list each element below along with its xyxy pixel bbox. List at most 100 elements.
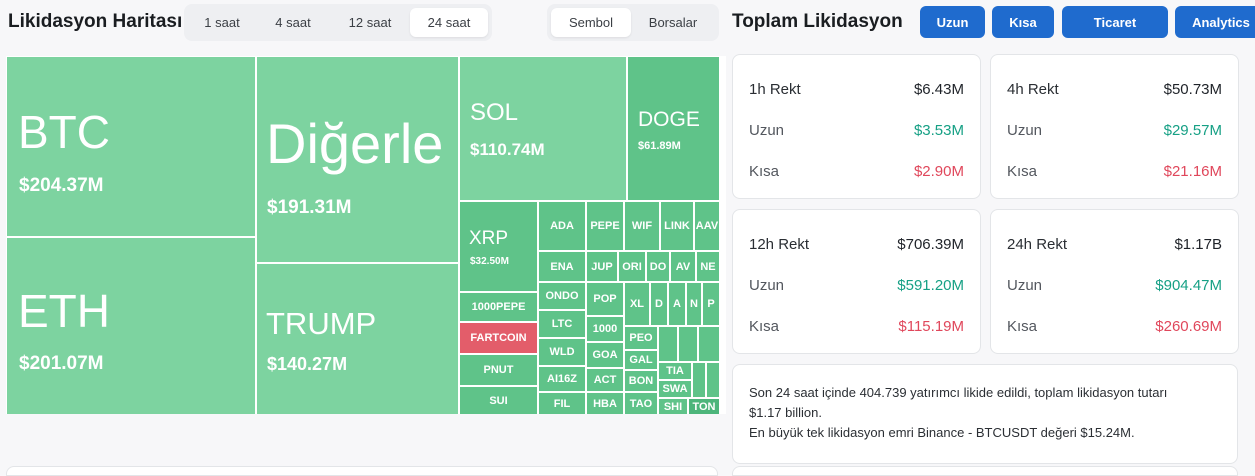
tile-symbol: N (690, 298, 698, 310)
tile-p[interactable]: P (702, 282, 720, 326)
tile-near[interactable]: NE (696, 251, 720, 282)
tile-symbol: SUI (489, 394, 508, 407)
analytics-button[interactable]: Analytics (1175, 6, 1255, 38)
tile-hbar[interactable]: HBA (586, 392, 624, 414)
card-label: 12h Rekt (749, 236, 810, 253)
tab-4h[interactable]: 4 saat (275, 15, 311, 30)
trade-button[interactable]: Ticaret (1062, 6, 1168, 38)
tile-sui[interactable]: SUI (459, 386, 538, 414)
tile-avax[interactable]: AV (670, 251, 696, 282)
tile-misc-a[interactable] (658, 326, 678, 362)
long-value: $591.20M (897, 277, 964, 294)
lower-panel-left (6, 466, 718, 476)
tile-symbol: BON (628, 375, 654, 387)
tile-n[interactable]: N (686, 282, 702, 326)
tile-symbol: PEO (629, 332, 653, 344)
summary-line-1: Son 24 saat içinde 404.739 yatırımcı lik… (749, 385, 1168, 400)
tile-doge[interactable]: DOGE $61.89M (627, 56, 720, 201)
short-button[interactable]: Kısa (992, 6, 1054, 38)
tile-ada[interactable]: ADA (538, 201, 586, 251)
tile-swarms[interactable]: SWA (658, 380, 692, 398)
tab-24h[interactable]: 24 saat (410, 8, 488, 37)
tile-symbol: LINK (664, 220, 690, 232)
tab-symbol[interactable]: Sembol (551, 8, 631, 37)
tile-symbol: ENA (550, 260, 574, 273)
tile-symbol: A (673, 298, 681, 310)
tile-misc-c[interactable] (698, 326, 720, 362)
tile-tia[interactable]: TIA (658, 362, 692, 380)
tile-symbol: POP (593, 293, 617, 305)
tile-misc-b[interactable] (678, 326, 698, 362)
tile-a[interactable]: A (668, 282, 686, 326)
tile-link[interactable]: LINK (660, 201, 694, 251)
tile-symbol: AV (675, 260, 691, 273)
tile-symbol: JUP (591, 260, 613, 273)
tile-wif[interactable]: WIF (624, 201, 660, 251)
tile-pepe[interactable]: PEPE (586, 201, 624, 251)
tile-fartcoin[interactable]: FARTCOIN (459, 322, 538, 354)
tile-act[interactable]: ACT (586, 368, 624, 392)
tile-symbol: ONDO (545, 290, 579, 302)
tile-wld[interactable]: WLD (538, 338, 586, 366)
tile-value: $61.89M (638, 140, 681, 152)
tile-ordi[interactable]: ORI (618, 251, 646, 282)
tile-1000x[interactable]: 1000 (586, 316, 624, 342)
long-value: $29.57M (1163, 122, 1222, 139)
tab-12h[interactable]: 12 saat (348, 15, 392, 30)
card-total: $1.17B (1174, 236, 1222, 253)
short-value: $21.16M (1163, 163, 1222, 180)
heatmap-title: Likidasyon Haritası (8, 11, 183, 32)
tile-gala[interactable]: GAL (624, 350, 658, 370)
tile-value: $204.37M (19, 175, 104, 196)
rekt-card-1h: 1h Rekt $6.43M Uzun $3.53M Kısa $2.90M (732, 54, 981, 199)
tile-bonk[interactable]: BON (624, 370, 658, 392)
tile-jup[interactable]: JUP (586, 251, 618, 282)
tile-sol[interactable]: SOL $110.74M (459, 56, 627, 201)
tile-goat[interactable]: GOA (586, 342, 624, 368)
rekt-card-24h: 24h Rekt $1.17B Uzun $904.47M Kısa $260.69M (990, 209, 1239, 354)
tile-shib[interactable]: SHI (658, 398, 688, 414)
tile-aave[interactable]: AAV (694, 201, 720, 251)
tile-ena[interactable]: ENA (538, 251, 586, 282)
short-value: $115.19M (898, 318, 964, 335)
tile-people[interactable]: PEO (624, 326, 658, 350)
tile-trump[interactable]: TRUMP $140.27M (256, 263, 459, 414)
tile-ondo[interactable]: ONDO (538, 282, 586, 310)
tile-d[interactable]: D (650, 282, 668, 326)
tile-symbol: SHI (663, 400, 683, 413)
tile-1000pepe[interactable]: 1000PEPE (459, 292, 538, 322)
tile-tao[interactable]: TAO (624, 392, 658, 414)
tile-pnut[interactable]: PNUT (459, 354, 538, 386)
tile-fil[interactable]: FIL (538, 392, 586, 414)
tab-exchanges[interactable]: Borsalar (648, 15, 698, 30)
short-value: $260.69M (1155, 318, 1222, 335)
tile-others[interactable]: Diğerle $191.31M (256, 56, 459, 263)
tile-ton[interactable]: TON (688, 398, 720, 414)
tile-symbol: DO (649, 260, 667, 273)
card-total: $706.39M (897, 236, 964, 253)
tile-ltc[interactable]: LTC (538, 310, 586, 338)
tab-1h[interactable]: 1 saat (204, 15, 240, 30)
tile-eth[interactable]: ETH $201.07M (6, 237, 256, 414)
time-range-selector: 1 saat 4 saat 12 saat 24 saat (184, 4, 492, 41)
tile-symbol: SWA (662, 383, 688, 395)
tile-ai16z[interactable]: AI16Z (538, 366, 586, 392)
tile-xrp[interactable]: XRP $32.50M (459, 201, 538, 292)
tile-symbol: NE (700, 260, 716, 273)
tile-xlm[interactable]: XL (624, 282, 650, 326)
tile-popcat[interactable]: POP (586, 282, 624, 316)
tile-symbol: TON (692, 400, 716, 413)
tile-symbol: TIA (666, 365, 684, 377)
long-button[interactable]: Uzun (920, 6, 985, 38)
tile-misc-e[interactable] (706, 362, 720, 398)
long-value: $3.53M (913, 122, 964, 139)
tile-misc-d[interactable] (692, 362, 706, 398)
tile-dot[interactable]: DO (646, 251, 670, 282)
card-total: $6.43M (913, 81, 964, 98)
card-total: $50.73M (1163, 81, 1222, 98)
card-label: 4h Rekt (1007, 81, 1059, 98)
long-label: Uzun (1007, 277, 1043, 294)
long-value: $904.47M (1155, 277, 1222, 294)
tile-symbol: XRP (469, 228, 509, 249)
tile-btc[interactable]: BTC $204.37M (6, 56, 256, 237)
